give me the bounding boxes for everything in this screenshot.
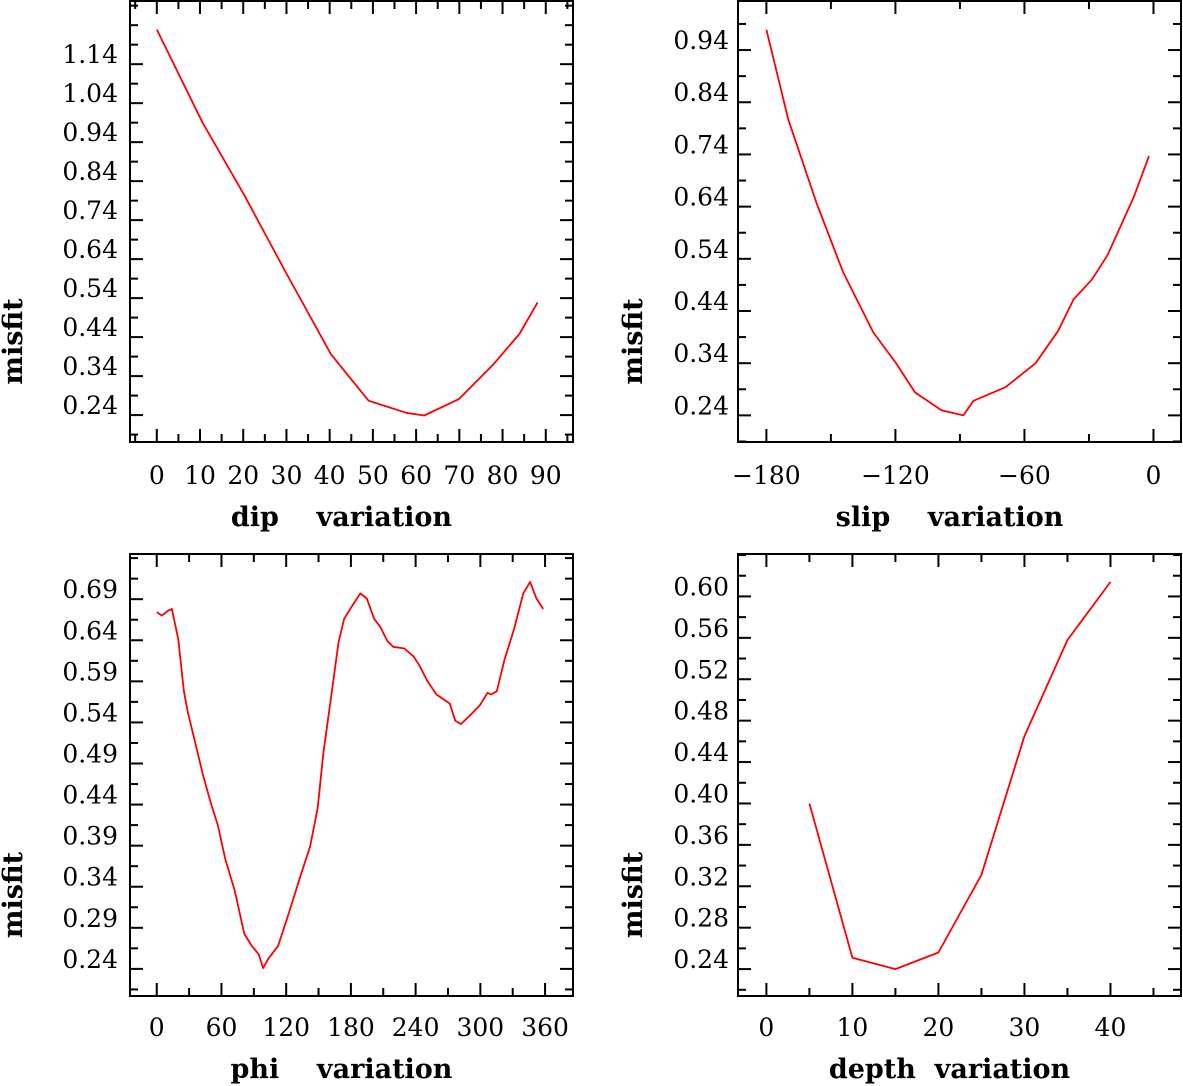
misfit-line (808, 581, 1112, 970)
y-tick-label: 0.54 (62, 274, 118, 303)
x-tick-label: −120 (861, 461, 930, 490)
x-tick-label: 10 (836, 1013, 868, 1042)
dip-variation-panel: 0 10 20 30 40 50 60 70 80 90 0.24 0.34 0.44 0.54 0.64 0… (0, 0, 574, 533)
y-tick-label: 0.56 (673, 614, 729, 643)
y-tick-label: 0.36 (673, 821, 729, 850)
y-axis-title: misfit (0, 851, 29, 938)
x-tick-label: −180 (732, 461, 801, 490)
y-tick-label: 0.84 (673, 78, 729, 107)
y-tick-label: 0.24 (62, 945, 118, 974)
x-tick-label: 20 (227, 461, 259, 490)
y-tick-label: 0.24 (673, 391, 729, 420)
plot-frame (129, 553, 574, 997)
y-tick-label: 0.32 (673, 862, 729, 891)
y-tick-label: 0.64 (62, 616, 118, 645)
x-tick-label: 90 (530, 461, 562, 490)
misfit-line (765, 29, 1150, 417)
x-tick-label: 50 (357, 461, 389, 490)
y-axis-title: misfit (618, 298, 649, 385)
y-tick-label: 1.04 (62, 79, 118, 108)
y-tick-label: 0.44 (673, 738, 729, 767)
y-tick-label: 0.44 (62, 313, 118, 342)
x-tick-label: 0 (1146, 461, 1162, 490)
y-tick-label: 1.14 (62, 40, 118, 69)
y-tick-label: 0.54 (62, 698, 118, 727)
y-axis-title: misfit (618, 851, 649, 938)
plot-frame (129, 0, 574, 443)
x-tick-label: 0 (758, 1013, 774, 1042)
x-tick-label: 0 (149, 461, 165, 490)
depth-variation-panel: 0 10 20 30 40 0.24 0.28 0.32 0.36 0.40 0.44 0.48 0.5… (618, 553, 1182, 1085)
y-tick-label: 0.34 (62, 352, 118, 381)
y-tick-label: 0.74 (62, 196, 118, 225)
x-tick-label: 40 (314, 461, 346, 490)
x-tick-label: 300 (456, 1013, 504, 1042)
x-tick-label: 60 (206, 1013, 238, 1042)
x-tick-label: 40 (1095, 1013, 1127, 1042)
plot-frame (737, 0, 1182, 443)
y-tick-label: 0.94 (62, 118, 118, 147)
y-tick-label: 0.64 (62, 235, 118, 264)
x-axis-title: dip variation (231, 502, 453, 533)
x-tick-label: 60 (400, 461, 432, 490)
y-tick-label: 0.94 (673, 26, 729, 55)
x-tick-label: 30 (271, 461, 303, 490)
x-tick-label: 20 (923, 1013, 955, 1042)
y-tick-label: 0.24 (673, 945, 729, 974)
y-tick-label: 0.69 (62, 575, 118, 604)
y-tick-label: 0.74 (673, 130, 729, 159)
y-tick-label: 0.39 (62, 822, 118, 851)
y-tick-label: 0.64 (673, 183, 729, 212)
y-tick-label: 0.34 (62, 863, 118, 892)
x-tick-label: −60 (998, 461, 1051, 490)
x-tick-label: 80 (487, 461, 519, 490)
y-tick-label: 0.52 (673, 655, 729, 684)
y-tick-label: 0.29 (62, 904, 118, 933)
x-tick-label: 70 (443, 461, 475, 490)
slip-variation-panel: −180 −120 −60 0 0.24 0.34 0.44 0.54 0.64 0.74 0.84… (618, 0, 1182, 533)
y-tick-label: 0.44 (62, 781, 118, 810)
y-tick-label: 0.49 (62, 739, 118, 768)
y-tick-label: 0.59 (62, 657, 118, 686)
plot-frame (737, 553, 1182, 997)
y-tick-label: 0.28 (673, 904, 729, 933)
y-tick-label: 0.40 (673, 779, 729, 808)
x-tick-label: 360 (521, 1013, 569, 1042)
y-tick-label: 0.84 (62, 157, 118, 186)
x-axis-title: slip variation (836, 502, 1064, 533)
x-tick-label: 240 (392, 1013, 440, 1042)
misfit-line (156, 581, 544, 969)
y-tick-label: 0.48 (673, 697, 729, 726)
misfit-line (155, 29, 539, 417)
x-axis-title: phi variation (231, 1054, 453, 1085)
x-tick-label: 30 (1009, 1013, 1041, 1042)
y-axis-title: misfit (0, 298, 29, 385)
y-tick-label: 0.44 (673, 287, 729, 316)
x-tick-label: 180 (327, 1013, 375, 1042)
y-tick-label: 0.34 (673, 339, 729, 368)
x-tick-label: 0 (149, 1013, 165, 1042)
y-tick-label: 0.24 (62, 391, 118, 420)
x-axis-title: depth variation (829, 1054, 1071, 1085)
phi-variation-panel: 0 60 120 180 240 300 360 0.24 0.29 0.34 0.39 0.44 0.… (0, 553, 574, 1085)
y-tick-label: 0.54 (673, 235, 729, 264)
y-tick-label: 0.60 (673, 572, 729, 601)
x-tick-label: 120 (262, 1013, 310, 1042)
x-tick-label: 10 (184, 461, 216, 490)
